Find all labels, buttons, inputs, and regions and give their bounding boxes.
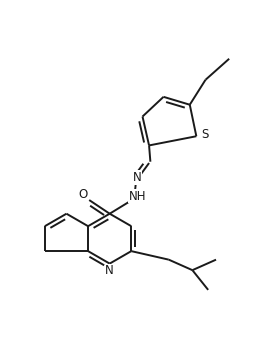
Text: N: N — [133, 171, 142, 184]
Text: O: O — [78, 188, 88, 201]
Text: N: N — [105, 264, 114, 277]
Text: NH: NH — [129, 190, 146, 203]
Text: S: S — [201, 128, 209, 142]
